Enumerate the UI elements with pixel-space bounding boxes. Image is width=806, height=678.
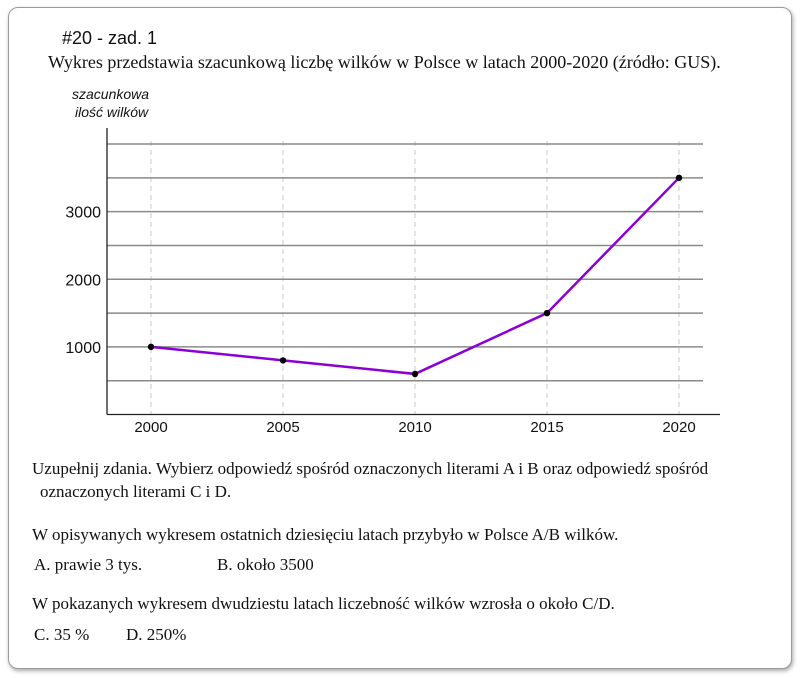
x-tick-label: 2020 (662, 419, 695, 436)
option-d[interactable]: D. 250% (126, 625, 187, 644)
option-c[interactable]: C. 35 % (34, 625, 90, 644)
x-tick-label: 2005 (266, 419, 299, 436)
sentence-1: W opisywanych wykresem ostatnich dziesię… (32, 525, 619, 544)
instruction-line1: Uzupełnij zdania. Wybierz odpowiedź spoś… (32, 459, 709, 478)
y-tick-label: 1000 (65, 340, 101, 357)
task-card (8, 7, 792, 669)
option-a[interactable]: A. prawie 3 tys. (34, 555, 143, 574)
data-point (411, 370, 419, 378)
data-point (675, 174, 683, 182)
sentence-2: W pokazanych wykresem dwudziestu latach … (32, 594, 615, 613)
y-axis-label-line1: szacunkowa (72, 86, 150, 102)
x-tick-label: 2000 (134, 419, 167, 436)
task-number: #20 - zad. 1 (62, 28, 158, 48)
option-b[interactable]: B. około 3500 (217, 555, 314, 574)
y-tick-label: 3000 (65, 205, 101, 222)
data-point (543, 309, 551, 317)
x-tick-label: 2015 (530, 419, 563, 436)
task-description: Wykres przedstawia szacunkową liczbę wil… (48, 52, 721, 72)
y-axis-label-line2: ilość wilków (75, 104, 149, 120)
y-tick-label: 2000 (65, 272, 101, 289)
line-chart: 2000 2005 2010 2015 2020 1000 2000 3000 (65, 128, 720, 436)
instruction-line2: oznaczonych literami C i D. (40, 482, 232, 501)
x-tick-label: 2010 (398, 419, 431, 436)
data-point (147, 343, 155, 351)
data-point (279, 357, 287, 364)
